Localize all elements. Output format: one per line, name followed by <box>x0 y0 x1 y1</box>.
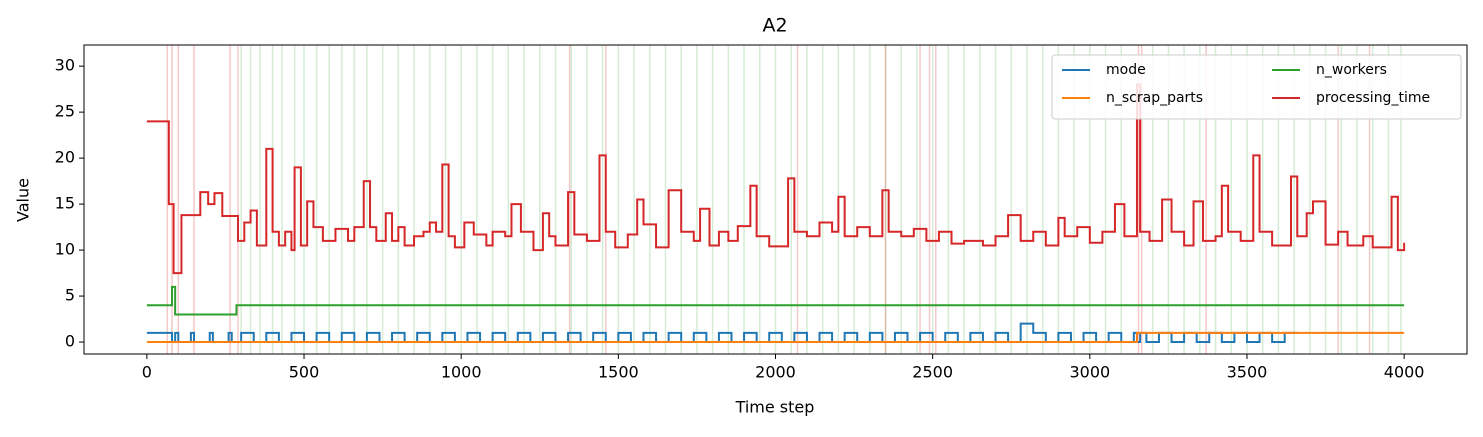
series-line <box>146 322 1298 344</box>
series-line <box>146 285 1405 316</box>
x-tick-label: 4000 <box>1384 363 1425 382</box>
x-tick-label: 2000 <box>755 363 796 382</box>
legend-box <box>1051 54 1462 120</box>
x-tick-label: 3000 <box>1069 363 1110 382</box>
legend-label: mode <box>1106 62 1146 78</box>
x-axis-label: Time step <box>735 398 815 417</box>
y-tick-label: 15 <box>55 194 75 213</box>
chart-title: A2 <box>762 15 787 37</box>
y-axis-label: Value <box>14 178 33 222</box>
y-tick-label: 0 <box>65 332 75 351</box>
legend-label: processing_time <box>1316 90 1430 106</box>
y-tick-label: 5 <box>65 286 75 305</box>
x-tick-label: 0 <box>142 363 152 382</box>
legend-label: n_workers <box>1316 62 1387 78</box>
series-line <box>146 331 1405 344</box>
legend-label: n_scrap_parts <box>1106 90 1203 106</box>
x-tick-label: 2500 <box>912 363 953 382</box>
legend: mode n_scrap_parts n_workers processing_tim… <box>1051 54 1462 120</box>
x-tick-label: 3500 <box>1227 363 1268 382</box>
x-tick-label: 1000 <box>441 363 482 382</box>
y-tick-label: 25 <box>55 102 75 121</box>
x-tick-label: 500 <box>289 363 320 382</box>
y-tick-label: 20 <box>55 148 75 167</box>
y-tick-label: 10 <box>55 240 75 259</box>
y-tick-label: 30 <box>55 56 75 75</box>
series-line <box>146 83 1406 275</box>
x-tick-label: 1500 <box>598 363 639 382</box>
